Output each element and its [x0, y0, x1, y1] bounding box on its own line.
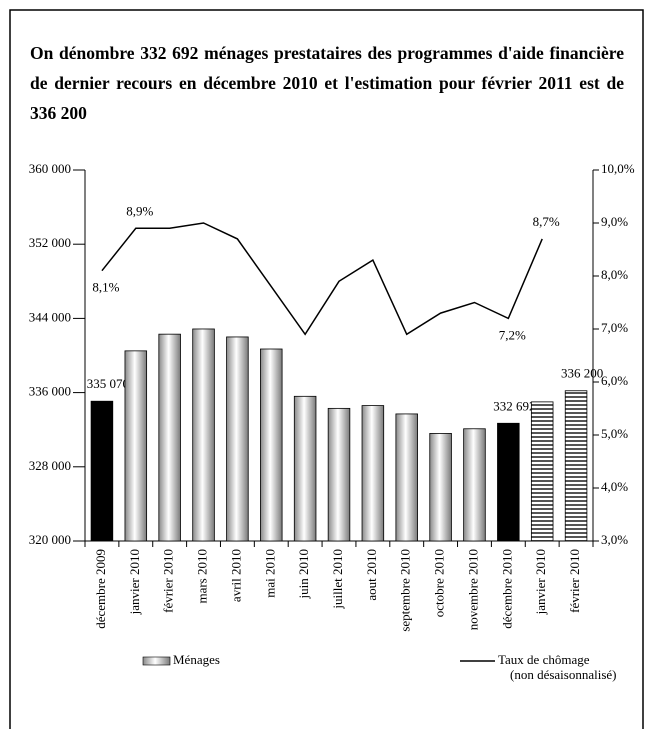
- bar: [564, 390, 588, 542]
- x-tick-label: aout 2010: [364, 549, 379, 601]
- bar: [90, 400, 114, 542]
- legend-label: Taux de chômage: [498, 652, 590, 667]
- y2-tick-label: 8,0%: [601, 267, 628, 282]
- x-tick-label: février 2010: [161, 549, 176, 613]
- bar: [361, 405, 385, 542]
- y2-tick-label: 10,0%: [601, 161, 635, 176]
- frame: [9, 9, 644, 729]
- y2-tick-label: 7,0%: [601, 320, 628, 335]
- line: [101, 222, 543, 336]
- y-tick-label: 360 000: [29, 161, 71, 176]
- y-tick-label: 320 000: [29, 532, 71, 547]
- x-tick-label: juillet 2010: [330, 549, 345, 610]
- bar: [293, 395, 317, 542]
- bar: [497, 422, 520, 542]
- bar: [158, 333, 181, 542]
- x-tick-label: mai 2010: [262, 549, 277, 598]
- bar-value-label: 335 070: [87, 376, 129, 391]
- y2-tick-label: 4,0%: [601, 479, 628, 494]
- y2-tick-label: 9,0%: [601, 214, 628, 229]
- x-tick-label: décembre 2010: [499, 549, 514, 629]
- x-tick-label: janvier 2010: [533, 549, 548, 615]
- legend-note: (non désaisonnalisé): [510, 667, 617, 682]
- x-tick-label: décembre 2009: [93, 549, 108, 629]
- bar: [463, 428, 486, 542]
- y-tick-label: 352 000: [29, 235, 71, 250]
- bar: [192, 328, 215, 542]
- x-tick-label: septembre 2010: [398, 549, 413, 632]
- x-tick-label: novembre 2010: [465, 549, 480, 630]
- line-value-label: 7,2%: [499, 327, 526, 342]
- chart-title: On dénombre 332 692 ménages prestataires…: [30, 43, 624, 123]
- x-tick-label: février 2010: [567, 549, 582, 613]
- y-tick-label: 344 000: [29, 309, 71, 324]
- bar: [327, 407, 351, 542]
- bar: [395, 413, 418, 542]
- line-value-label: 8,9%: [126, 203, 153, 218]
- x-tick-label: juin 2010: [296, 549, 311, 599]
- legend-swatch: [142, 656, 171, 666]
- y-tick-label: 328 000: [29, 458, 71, 473]
- y2-tick-label: 6,0%: [601, 373, 628, 388]
- x-tick-label: janvier 2010: [127, 549, 142, 615]
- bar: [124, 350, 148, 542]
- legend-label: Ménages: [173, 652, 220, 667]
- bar: [226, 336, 249, 542]
- line-value-label: 8,7%: [533, 214, 560, 229]
- x-tick-label: octobre 2010: [432, 549, 447, 617]
- x-tick-label: avril 2010: [228, 549, 243, 602]
- x-tick-label: mars 2010: [195, 549, 210, 604]
- y2-tick-label: 5,0%: [601, 426, 628, 441]
- bar: [429, 433, 452, 542]
- y2-tick-label: 3,0%: [601, 532, 628, 547]
- line-value-label: 8,1%: [92, 280, 119, 295]
- bar: [260, 348, 283, 542]
- y-tick-label: 336 000: [29, 384, 71, 399]
- bar-value-label: 336 200: [561, 366, 603, 381]
- bar: [530, 401, 554, 542]
- bar-value-label: 332 692: [493, 398, 535, 413]
